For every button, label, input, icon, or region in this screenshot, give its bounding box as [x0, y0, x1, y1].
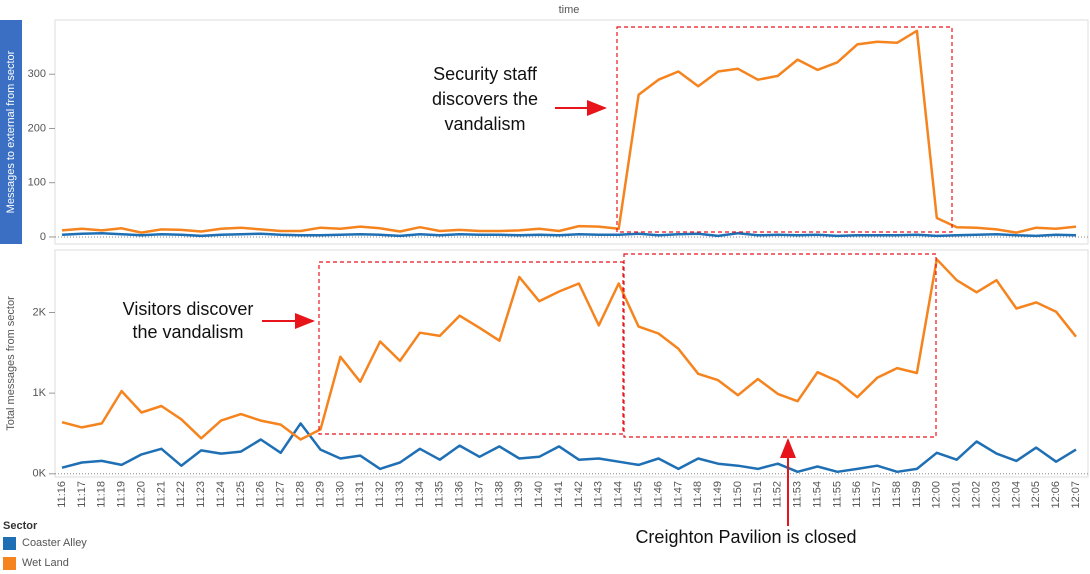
x-tick-label: 11:37 — [473, 481, 485, 508]
axis-title-highlight — [0, 20, 22, 244]
x-tick-label: 11:44 — [613, 481, 625, 508]
x-tick-label: 11:53 — [792, 481, 804, 508]
x-tick-label: 11:20 — [135, 481, 147, 508]
annotation: discovers the — [432, 89, 538, 109]
legend-label: Coaster Alley — [22, 537, 87, 549]
x-tick-label: 11:33 — [394, 481, 406, 508]
x-tick-label: 11:30 — [334, 481, 346, 508]
x-tick-label: 11:42 — [573, 481, 585, 508]
x-tick-label: 11:26 — [255, 481, 267, 508]
x-tick-label: 12:01 — [951, 481, 963, 509]
annotation-box — [318, 261, 624, 435]
x-tick-label: 12:04 — [1010, 481, 1022, 509]
y-tick-label: 200 — [28, 122, 46, 134]
x-tick-label: 11:50 — [732, 481, 744, 508]
x-tick-label: 11:49 — [712, 481, 724, 508]
x-tick-label: 11:46 — [652, 481, 664, 508]
panel-frame — [54, 249, 1089, 478]
chart-title: time — [559, 4, 580, 16]
x-tick-label: 11:43 — [593, 481, 605, 508]
x-tick-label: 12:00 — [931, 481, 943, 509]
y-tick-label: 2K — [33, 306, 47, 318]
x-tick-label: 12:06 — [1050, 481, 1062, 509]
annotation: Creighton Pavilion is closed — [635, 527, 856, 547]
x-tick-label: 11:45 — [632, 481, 644, 508]
x-tick-label: 11:41 — [553, 481, 565, 508]
y-tick-label: 100 — [28, 177, 46, 189]
x-tick-label: 11:48 — [692, 481, 704, 508]
series-line — [61, 29, 1077, 234]
x-tick-label: 11:54 — [811, 481, 823, 508]
x-tick-label: 11:40 — [533, 481, 545, 508]
series-line — [61, 422, 1077, 474]
x-tick-label: 11:25 — [235, 481, 247, 508]
legend-swatch — [3, 537, 16, 550]
x-tick-label: 11:27 — [275, 481, 287, 508]
legend-label: Wet Land — [22, 557, 69, 569]
y-tick-label: 0 — [40, 231, 46, 243]
x-tick-label: 11:35 — [434, 481, 446, 508]
x-tick-label: 11:34 — [414, 481, 426, 508]
x-tick-label: 11:24 — [215, 481, 227, 508]
legend-title: Sector — [3, 520, 38, 532]
x-tick-label: 11:22 — [175, 481, 187, 508]
x-tick-label: 11:23 — [195, 481, 207, 508]
x-tick-label: 11:47 — [672, 481, 684, 508]
legend-swatch — [3, 557, 16, 570]
x-tick-label: 12:03 — [990, 481, 1002, 509]
x-tick-label: 11:32 — [374, 481, 386, 508]
x-tick-label: 11:17 — [76, 481, 88, 508]
annotation: Visitors discover — [123, 299, 254, 319]
x-tick-label: 11:58 — [891, 481, 903, 508]
x-tick-label: 11:38 — [493, 481, 505, 508]
x-tick-label: 12:05 — [1030, 481, 1042, 509]
x-tick-label: 11:57 — [871, 481, 883, 508]
x-tick-label: 11:59 — [911, 481, 923, 508]
x-tick-label: 11:55 — [831, 481, 843, 508]
y-tick-label: 1K — [33, 387, 47, 399]
y-axis-title: Messages to external from sector — [5, 50, 17, 213]
annotation: the vandalism — [132, 322, 243, 342]
panel-frame — [54, 19, 1089, 245]
x-tick-label: 12:02 — [970, 481, 982, 509]
x-tick-label: 11:18 — [96, 481, 108, 508]
x-tick-label: 11:16 — [56, 481, 68, 508]
annotation-box — [623, 253, 937, 438]
annotation: vandalism — [444, 114, 525, 134]
x-tick-label: 11:19 — [116, 481, 128, 508]
x-tick-label: 11:28 — [294, 481, 306, 508]
series-line — [61, 258, 1077, 441]
x-tick-label: 11:31 — [354, 481, 366, 508]
y-axis-title: Total messages from sector — [5, 296, 17, 431]
x-tick-label: 11:39 — [513, 481, 525, 508]
y-tick-label: 300 — [28, 68, 46, 80]
x-tick-label: 12:07 — [1070, 481, 1082, 509]
x-tick-label: 11:52 — [772, 481, 784, 508]
x-tick-label: 11:51 — [752, 481, 764, 508]
annotation-box — [616, 26, 953, 233]
series-line — [61, 231, 1077, 238]
y-tick-label: 0K — [33, 468, 47, 480]
x-tick-label: 11:36 — [454, 481, 466, 508]
x-tick-label: 11:56 — [851, 481, 863, 508]
x-tick-label: 11:21 — [155, 481, 167, 508]
annotation: Security staff — [433, 64, 538, 84]
x-tick-label: 11:29 — [314, 481, 326, 508]
